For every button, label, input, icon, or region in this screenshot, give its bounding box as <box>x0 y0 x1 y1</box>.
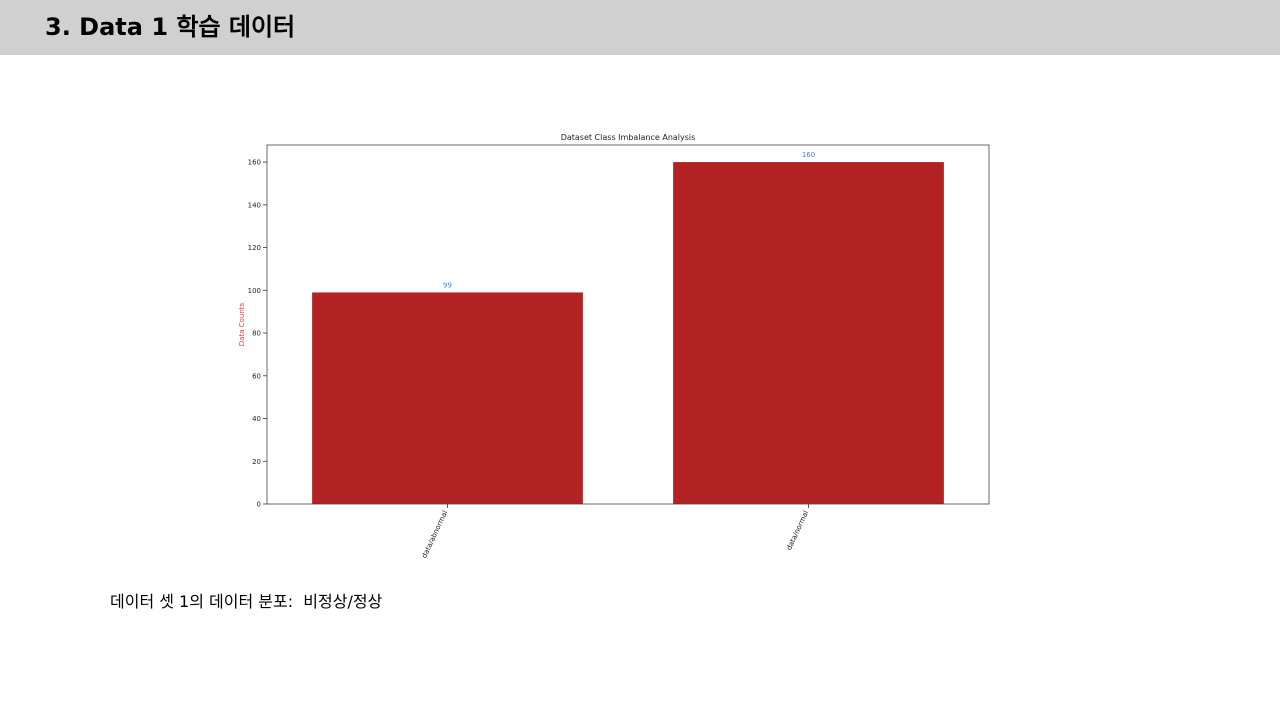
y-tick-label-7: 140 <box>248 201 261 209</box>
header-bar: 3. Data 1 학습 데이터 <box>0 0 1280 55</box>
bar-0 <box>312 292 583 504</box>
data-label-1: 160 <box>802 151 815 159</box>
chart-title: Dataset Class Imbalance Analysis <box>561 133 696 142</box>
plot-frame <box>266 144 990 505</box>
y-tick-label-2: 40 <box>252 415 261 423</box>
y-tick-label-4: 80 <box>252 330 261 338</box>
x-tick-label-0: data/abnormal <box>420 509 449 559</box>
data-label-0: 99 <box>443 281 452 289</box>
y-tick-label-3: 60 <box>252 372 261 380</box>
page-title: 3. Data 1 학습 데이터 <box>45 13 296 41</box>
y-tick-label-0: 0 <box>257 501 261 509</box>
y-tick-label-1: 20 <box>252 458 261 466</box>
y-tick-label-6: 120 <box>248 244 261 252</box>
y-tick-label-5: 100 <box>248 287 261 295</box>
slide-caption: 데이터 셋 1의 데이터 분포: 비정상/정상 <box>110 592 383 611</box>
x-tick-label-1: data/normal <box>785 509 810 551</box>
y-tick-label-8: 160 <box>248 159 261 167</box>
y-axis-label: Data Counts <box>238 302 246 346</box>
bar-1 <box>673 162 944 504</box>
